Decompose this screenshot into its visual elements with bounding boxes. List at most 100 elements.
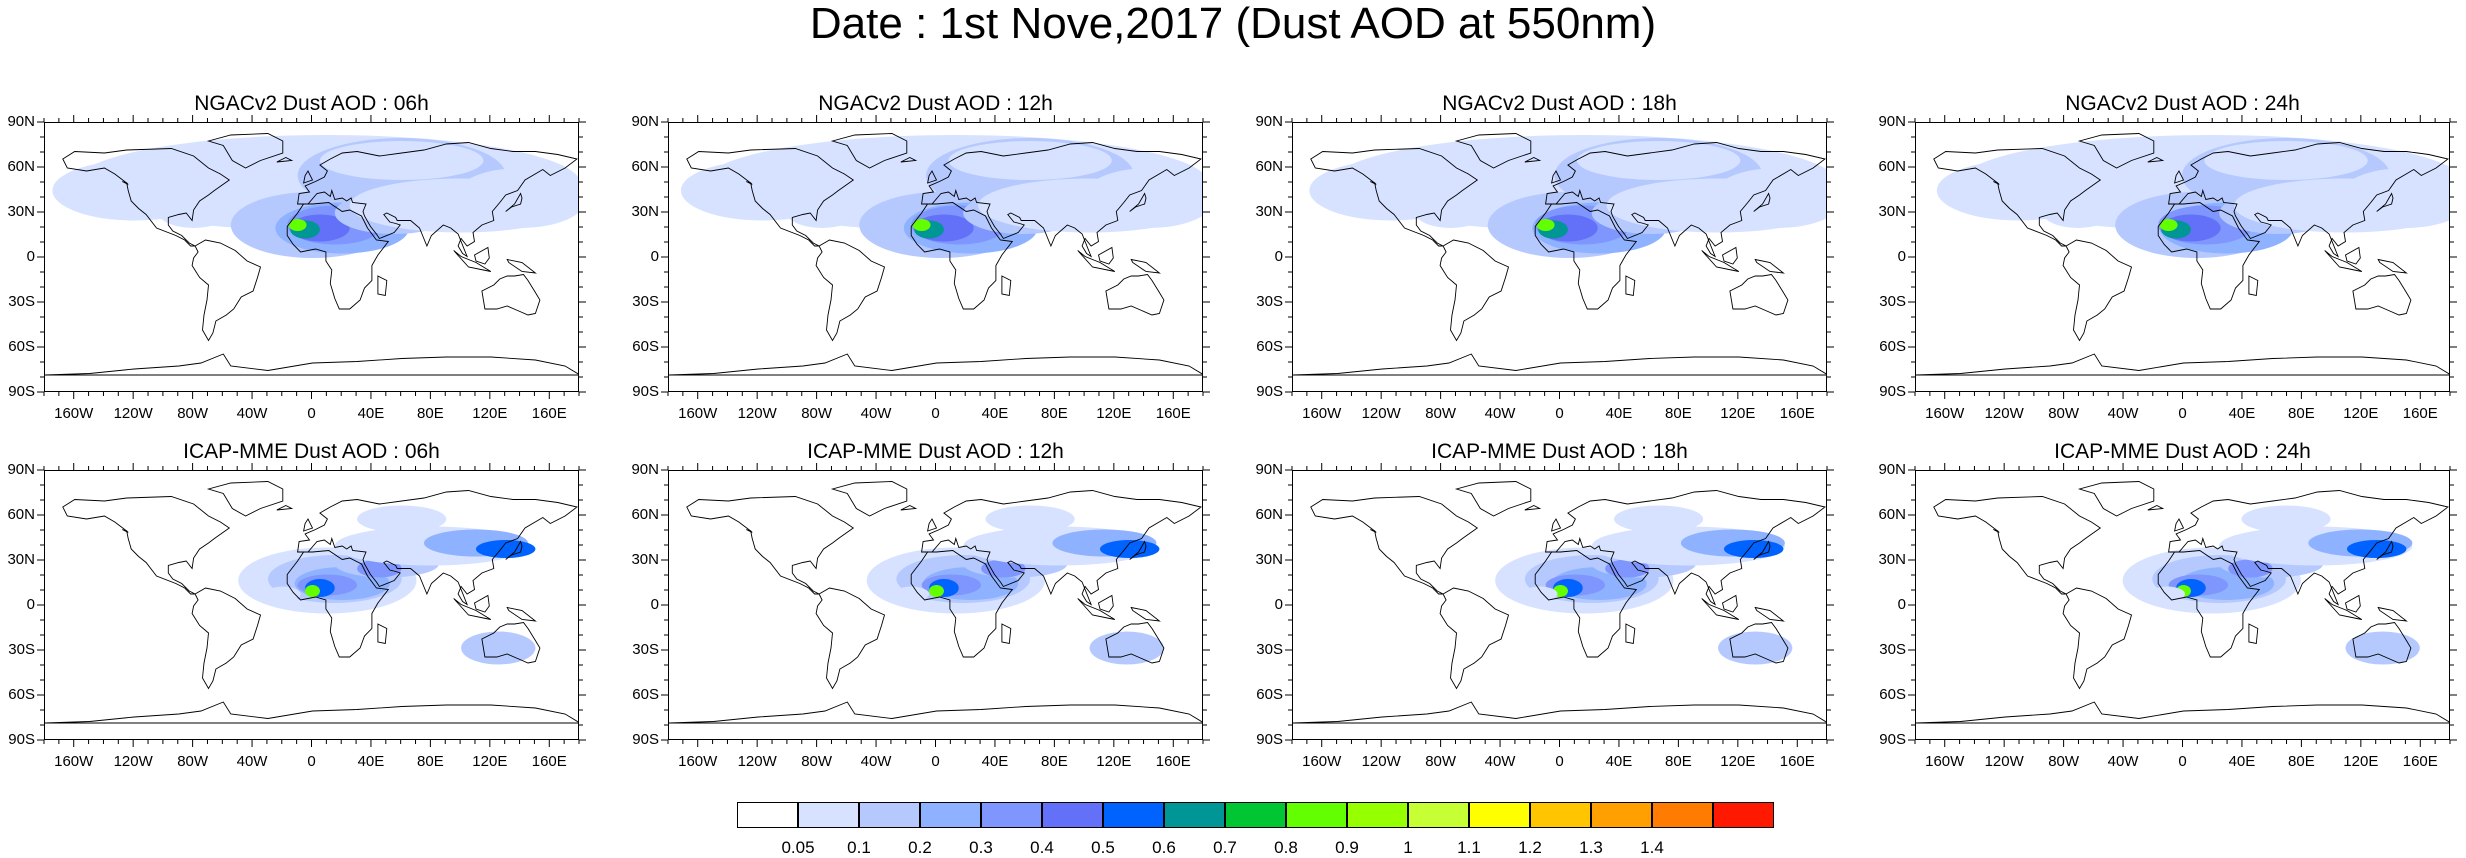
lat-label: 30S [632,641,659,658]
dust-area [1413,192,1488,228]
lat-label: 30N [1878,203,1906,220]
lon-label: 120E [1096,405,1132,422]
coastline [1534,202,1638,310]
dust-area [1099,540,1160,558]
lat-label: 90S [1879,383,1906,400]
map-svg [45,481,578,724]
coastline [2324,250,2363,272]
colorbar-swatch [1347,802,1408,828]
coastline [2324,598,2363,620]
colorbar-swatch [1530,802,1591,828]
coastline [1545,490,1826,606]
panel-title: ICAP-MME Dust AOD : 18h [1431,440,1688,463]
coastline [377,275,388,297]
coastline [1129,192,1147,212]
dust-area [985,505,1075,533]
lon-label: 40W [860,753,892,770]
lon-label: 80E [417,405,444,422]
tick-marks [37,115,586,399]
colorbar-swatch [981,802,1042,828]
lon-label: 0 [2178,753,2187,770]
tick-marks [1285,115,1834,399]
coastline [505,192,523,212]
coastline [45,701,578,724]
coastline [746,181,753,185]
coastline [910,550,1014,658]
dust-area [2338,168,2449,228]
lon-label: 160E [531,405,567,422]
colorbar-swatch [1286,802,1347,828]
coastline [505,540,523,560]
coastline [276,156,294,163]
dust-area [2204,141,2368,180]
coastline [1625,623,1636,645]
dust-area [929,585,944,597]
colorbar-swatch [798,802,859,828]
lat-label: 90S [8,731,35,748]
lat-label: 30S [1879,293,1906,310]
lon-label: 80E [1041,753,1068,770]
colorbar-label: 0.6 [1152,838,1176,857]
lon-label: 40E [981,405,1009,422]
lon-label: 160E [1779,753,1815,770]
lon-label: 120W [737,405,777,422]
lon-label: 120E [2343,753,2379,770]
lat-label: 60S [8,686,35,703]
lat-label: 0 [26,596,35,613]
lat-label: 60S [1256,686,1283,703]
coastline [206,133,284,169]
coastline [1370,529,1377,533]
coastline [1293,353,1826,376]
lon-label: 80E [417,753,444,770]
coastline [276,504,294,511]
lat-label: 30N [7,203,35,220]
dust-area [453,168,578,228]
coastline [2344,594,2361,613]
map-svg [1916,133,2449,376]
coastline [1105,622,1165,664]
tick-marks [661,463,1210,747]
lat-label: 30S [1879,641,1906,658]
lat-label: 60S [1256,338,1283,355]
coastline [1129,540,1147,560]
coastline [1545,142,1826,258]
coastline [1524,504,1542,511]
dust-area [1576,141,1741,180]
coastline [2168,142,2449,258]
coastline [453,250,492,272]
colorbar-label: 0.9 [1335,838,1359,857]
lat-label: 30S [1256,641,1283,658]
dust-area [2040,192,2116,228]
coastline [1310,148,1479,247]
lon-label: 40W [1484,405,1516,422]
coastline [686,148,855,247]
coastline [286,550,390,658]
lon-label: 80W [177,753,209,770]
map-svg [669,481,1202,724]
lon-label: 160E [531,753,567,770]
coastline [2077,133,2155,169]
coastline [206,481,284,517]
coastline [473,594,490,613]
lat-label: 60N [1878,158,1906,175]
coastline [1105,274,1165,316]
colorbar-label: 0.05 [781,838,815,857]
coastline [62,496,231,595]
colorbar-label: 0.5 [1091,838,1115,857]
panel-title: NGACv2 Dust AOD : 18h [1442,92,1677,115]
lon-label: 160E [1779,405,1815,422]
panel-title: NGACv2 Dust AOD : 24h [2065,92,2300,115]
coastline [1310,496,1479,595]
coastline [1097,246,1114,265]
lon-label: 40W [860,405,892,422]
coastline [1916,353,2449,376]
colorbar-swatch [1591,802,1652,828]
coastline [2147,156,2165,163]
coastline [1729,622,1789,664]
lat-label: 60N [1255,158,1283,175]
lat-label: 30N [631,551,659,568]
dust-area [2228,559,2273,578]
coastline [2062,587,2133,690]
lat-label: 90N [1255,113,1283,130]
map-svg [1293,481,1826,724]
